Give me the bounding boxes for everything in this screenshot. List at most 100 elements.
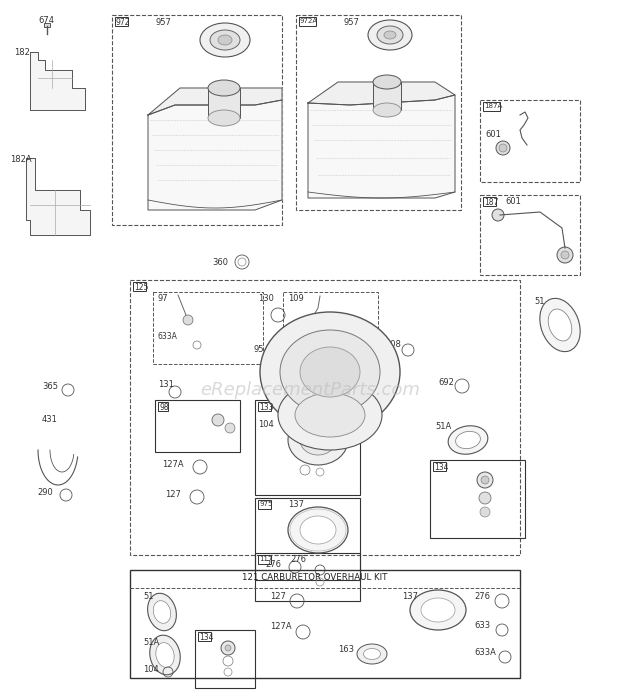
Text: 127: 127 bbox=[270, 592, 286, 601]
Ellipse shape bbox=[183, 315, 193, 325]
Ellipse shape bbox=[492, 209, 504, 221]
Ellipse shape bbox=[300, 425, 336, 455]
Text: 134: 134 bbox=[434, 463, 448, 472]
Polygon shape bbox=[26, 158, 90, 235]
Text: 117: 117 bbox=[259, 556, 273, 562]
Ellipse shape bbox=[288, 507, 348, 553]
Bar bbox=[112, 15, 282, 225]
Text: 360: 360 bbox=[212, 258, 228, 267]
Bar bbox=[483, 102, 500, 111]
Polygon shape bbox=[308, 95, 455, 198]
Bar bbox=[255, 553, 360, 601]
Ellipse shape bbox=[373, 103, 401, 117]
Ellipse shape bbox=[295, 393, 365, 437]
Text: 633A: 633A bbox=[158, 332, 178, 341]
Ellipse shape bbox=[499, 144, 507, 152]
Text: 972A: 972A bbox=[300, 18, 318, 24]
Bar bbox=[433, 462, 446, 471]
Polygon shape bbox=[30, 52, 85, 110]
Ellipse shape bbox=[208, 80, 240, 96]
Text: 972: 972 bbox=[116, 18, 130, 27]
Ellipse shape bbox=[260, 312, 400, 432]
Text: 187A: 187A bbox=[484, 103, 502, 109]
Ellipse shape bbox=[156, 642, 174, 667]
Bar bbox=[430, 460, 525, 538]
Text: 692: 692 bbox=[438, 378, 454, 387]
Ellipse shape bbox=[456, 431, 480, 448]
Text: 130: 130 bbox=[258, 294, 274, 303]
Bar bbox=[198, 632, 211, 641]
Ellipse shape bbox=[357, 644, 387, 664]
Text: 137: 137 bbox=[288, 500, 304, 509]
Text: 137: 137 bbox=[402, 592, 418, 601]
Text: 187: 187 bbox=[484, 198, 498, 207]
Bar bbox=[208, 88, 240, 118]
Bar bbox=[255, 498, 360, 580]
Bar bbox=[158, 402, 167, 411]
Ellipse shape bbox=[212, 414, 224, 426]
Text: 431: 431 bbox=[42, 415, 58, 424]
Ellipse shape bbox=[280, 330, 380, 414]
Text: 51A: 51A bbox=[143, 638, 159, 647]
Bar bbox=[195, 630, 255, 688]
Text: 127A: 127A bbox=[162, 460, 184, 469]
Ellipse shape bbox=[561, 251, 569, 259]
Ellipse shape bbox=[410, 590, 466, 630]
Ellipse shape bbox=[150, 635, 180, 675]
Ellipse shape bbox=[304, 330, 314, 340]
Text: 601: 601 bbox=[485, 130, 501, 139]
Bar bbox=[130, 280, 520, 555]
Text: eReplacementParts.com: eReplacementParts.com bbox=[200, 381, 420, 399]
Bar bbox=[213, 43, 237, 53]
Ellipse shape bbox=[218, 35, 232, 45]
Ellipse shape bbox=[225, 423, 235, 433]
Text: 51A: 51A bbox=[435, 422, 451, 431]
Ellipse shape bbox=[377, 26, 403, 44]
Ellipse shape bbox=[278, 380, 382, 450]
Bar bbox=[255, 400, 360, 495]
Bar bbox=[480, 195, 580, 275]
Text: 125: 125 bbox=[134, 283, 148, 292]
Bar bbox=[155, 400, 240, 452]
Text: 163: 163 bbox=[338, 645, 354, 654]
Bar bbox=[258, 402, 272, 411]
Text: 51: 51 bbox=[534, 297, 544, 306]
Ellipse shape bbox=[200, 23, 250, 57]
Ellipse shape bbox=[288, 415, 348, 465]
Ellipse shape bbox=[373, 75, 401, 89]
Bar bbox=[483, 197, 497, 206]
Ellipse shape bbox=[479, 492, 491, 504]
Ellipse shape bbox=[496, 141, 510, 155]
Text: 104: 104 bbox=[143, 665, 159, 674]
Text: 104: 104 bbox=[258, 420, 274, 429]
Ellipse shape bbox=[421, 598, 455, 622]
Bar bbox=[373, 82, 401, 110]
Ellipse shape bbox=[221, 641, 235, 655]
Text: 182: 182 bbox=[14, 48, 30, 57]
Bar bbox=[115, 17, 128, 26]
Bar bbox=[44, 23, 50, 27]
Text: 51: 51 bbox=[143, 592, 154, 601]
Bar bbox=[299, 17, 316, 26]
Ellipse shape bbox=[480, 507, 490, 517]
Bar bbox=[258, 555, 272, 564]
Ellipse shape bbox=[477, 472, 493, 488]
Ellipse shape bbox=[153, 601, 170, 623]
Text: 957: 957 bbox=[155, 18, 171, 27]
Ellipse shape bbox=[540, 299, 580, 351]
Text: 97: 97 bbox=[158, 294, 169, 303]
Bar bbox=[283, 292, 378, 364]
Text: 633: 633 bbox=[288, 350, 304, 359]
Ellipse shape bbox=[481, 476, 489, 484]
Ellipse shape bbox=[363, 649, 381, 660]
Text: 633A: 633A bbox=[474, 648, 496, 657]
Bar bbox=[130, 570, 520, 678]
Ellipse shape bbox=[148, 593, 176, 631]
Ellipse shape bbox=[557, 247, 573, 263]
Text: 133: 133 bbox=[259, 403, 273, 412]
Text: 276: 276 bbox=[474, 592, 490, 601]
Text: 121 CARBURETOR OVERHAUL KIT: 121 CARBURETOR OVERHAUL KIT bbox=[242, 573, 388, 582]
Text: 182A: 182A bbox=[10, 155, 32, 164]
Text: 276: 276 bbox=[265, 560, 281, 569]
Text: 134: 134 bbox=[199, 633, 213, 642]
